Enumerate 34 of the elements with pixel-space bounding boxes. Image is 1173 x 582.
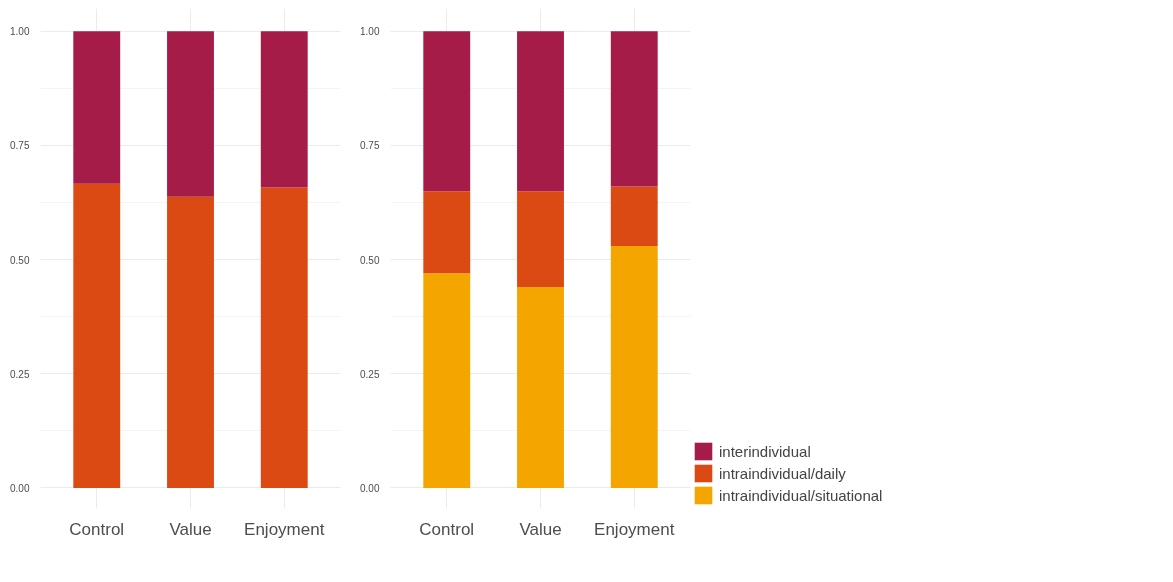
- legend-label: intraindividual/situational: [719, 485, 883, 506]
- bar: [73, 183, 121, 488]
- x-tick-label: Enjoyment: [244, 519, 325, 539]
- y-tick-label: 0.25: [10, 368, 30, 380]
- bar: [610, 31, 658, 187]
- bar: [517, 191, 564, 288]
- bar: [260, 31, 308, 188]
- x-tick-label: Value: [169, 519, 212, 539]
- legend-label: intraindividual/daily: [719, 463, 846, 484]
- bar: [260, 187, 308, 488]
- x-tick-label: Enjoyment: [594, 519, 675, 539]
- y-tick-label: 0.50: [360, 254, 380, 266]
- y-tick-label: 0.50: [10, 254, 30, 266]
- x-tick-label: Value: [519, 519, 562, 539]
- bar: [167, 31, 214, 197]
- bar: [610, 186, 658, 246]
- x-tick-label: Control: [69, 519, 125, 539]
- bar: [167, 196, 214, 488]
- bar: [610, 245, 658, 488]
- legend-label: interindividual: [719, 441, 811, 462]
- y-tick-label: 0.25: [360, 368, 380, 380]
- y-tick-label: 1.00: [10, 26, 30, 38]
- bar: [73, 31, 121, 184]
- bar: [423, 273, 471, 488]
- y-tick-label: 0.00: [360, 482, 380, 494]
- bar: [517, 287, 564, 488]
- bar: [517, 31, 564, 192]
- x-tick-label: Control: [419, 519, 475, 539]
- y-tick-label: 0.75: [360, 140, 380, 152]
- bar: [423, 31, 471, 192]
- bar: [423, 191, 471, 274]
- y-tick-label: 1.00: [360, 26, 380, 38]
- y-tick-label: 0.75: [10, 140, 30, 152]
- y-tick-label: 0.00: [10, 482, 30, 494]
